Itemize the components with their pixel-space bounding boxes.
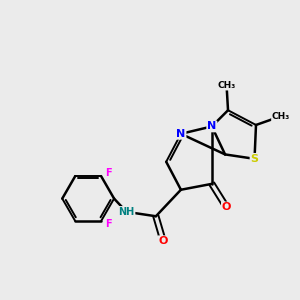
Text: NH: NH xyxy=(118,207,135,217)
Text: F: F xyxy=(105,168,112,178)
Text: CH₃: CH₃ xyxy=(218,81,236,90)
Text: S: S xyxy=(250,154,259,164)
Text: O: O xyxy=(159,236,168,246)
Text: N: N xyxy=(207,122,217,131)
Text: F: F xyxy=(105,219,112,229)
Text: CH₃: CH₃ xyxy=(272,112,290,121)
Text: O: O xyxy=(222,202,231,212)
Text: N: N xyxy=(176,129,185,139)
